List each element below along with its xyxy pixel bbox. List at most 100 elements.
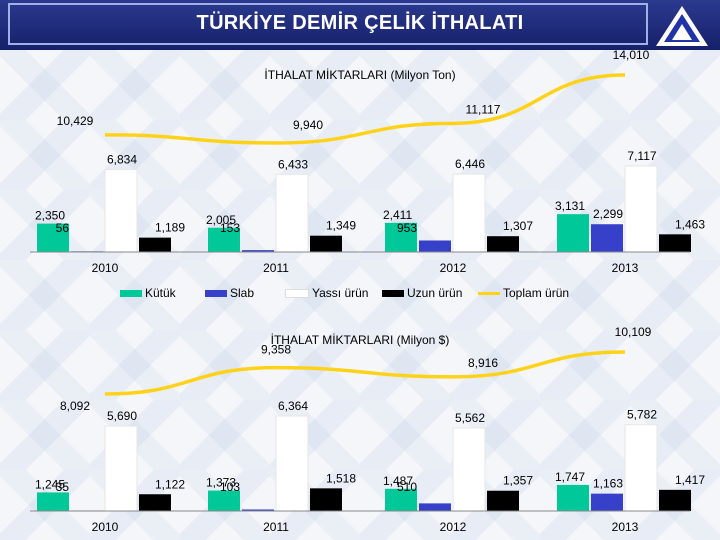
legend-label: Uzun ürün <box>407 286 463 300</box>
bar-uzun-2012 <box>487 236 519 252</box>
data-label: 1,357 <box>503 474 533 488</box>
bar-uzun-2012 <box>487 490 519 511</box>
bar-slab-2013 <box>591 493 623 511</box>
total-label: 11,117 <box>466 102 501 116</box>
data-label: 6,834 <box>107 152 137 166</box>
legend-item-kutuk: Kütük <box>120 286 176 300</box>
data-label: 1,747 <box>555 470 585 484</box>
x-tick-label: 2013 <box>612 520 639 534</box>
data-label: 1,122 <box>155 477 185 491</box>
data-label: 6,446 <box>455 157 485 171</box>
bar-slab-2012 <box>419 503 451 511</box>
header-bar: TÜRKİYE DEMİR ÇELİK İTHALATI <box>0 0 720 50</box>
x-tick-label: 2012 <box>440 520 467 534</box>
data-label: 2,005 <box>206 213 236 227</box>
data-label: 1,518 <box>326 471 356 485</box>
bar-uzun-2013 <box>659 234 691 252</box>
bar-yassi-2013 <box>624 165 658 253</box>
data-label: 35 <box>56 480 70 494</box>
bar-kutuk-2013 <box>557 484 589 511</box>
bar-yassi-2010 <box>104 425 138 512</box>
data-label: 953 <box>397 221 417 235</box>
legend-swatch <box>382 290 404 298</box>
bar-slab-2013 <box>591 224 623 252</box>
bar-kutuk-2012 <box>385 222 417 252</box>
bar-kutuk-2012 <box>385 488 417 511</box>
data-label: 2,299 <box>593 207 623 221</box>
data-label: 153 <box>220 221 240 235</box>
x-tick-label: 2013 <box>612 261 639 275</box>
data-label: 103 <box>220 480 240 494</box>
data-label: 5,690 <box>107 409 137 423</box>
data-label: 1,189 <box>155 221 185 235</box>
bar-kutuk-2010 <box>37 223 69 252</box>
total-label: 9,358 <box>261 343 291 357</box>
bar-yassi-2013 <box>624 424 658 512</box>
legend-label: Toplam ürün <box>503 286 570 300</box>
total-line <box>104 350 626 396</box>
total-label: 9,940 <box>293 118 323 132</box>
total-label: 8,916 <box>468 356 498 370</box>
data-label: 1,307 <box>503 219 533 233</box>
bar-kutuk-2011 <box>208 227 240 252</box>
data-label: 1,417 <box>675 473 705 487</box>
data-label: 3,131 <box>555 199 585 213</box>
bar-uzun-2010 <box>139 494 171 511</box>
total-line <box>104 73 626 145</box>
bar-yassi-2011 <box>275 173 309 253</box>
bar-uzun-2011 <box>310 235 342 252</box>
bar-slab-2012 <box>419 240 451 252</box>
total-label: 14,010 <box>613 48 650 62</box>
bar-slab-2011 <box>242 509 274 511</box>
bar-uzun-2011 <box>310 488 342 511</box>
bar-kutuk-2013 <box>557 214 589 252</box>
data-label: 2,350 <box>35 209 65 223</box>
bar-kutuk-2010 <box>37 492 69 511</box>
x-tick-label: 2011 <box>263 261 289 275</box>
data-label: 510 <box>397 480 417 494</box>
x-tick-label: 2010 <box>92 520 119 534</box>
legend-swatch <box>120 290 142 298</box>
bar-yassi-2012 <box>452 427 486 512</box>
bar-yassi-2010 <box>104 168 138 253</box>
bar-yassi-2012 <box>452 173 486 253</box>
x-tick-label: 2011 <box>263 520 289 534</box>
bar-uzun-2010 <box>139 237 171 252</box>
data-label: 1,163 <box>593 477 623 491</box>
data-label: 56 <box>56 221 70 235</box>
header-frame <box>8 3 648 45</box>
x-tick-label: 2010 <box>92 261 119 275</box>
triangle-a-logo-icon <box>656 6 708 46</box>
data-label: 1,373 <box>206 476 236 490</box>
total-label: 10,109 <box>615 325 652 339</box>
data-label: 5,782 <box>627 408 657 422</box>
legend-label: Yassı ürün <box>312 286 369 300</box>
tonnage-chart: İTHALAT MİKTARLARI (Milyon Ton) 2,350 56 6… <box>0 48 720 305</box>
data-label: 2,411 <box>383 208 412 222</box>
data-label: 1,349 <box>326 219 356 233</box>
chart-title: İTHALAT MİKTARLARI (Milyon Ton) <box>264 68 456 82</box>
bar-uzun-2013 <box>659 489 691 511</box>
legend-item-slab: Slab <box>205 286 254 300</box>
legend-item-toplam: Toplam ürün <box>478 286 569 300</box>
legend-label: Slab <box>230 286 255 300</box>
legend-label: Kütük <box>145 286 176 300</box>
value-chart: İTHALAT MİKTARLARI (Milyon $) 1,245 35 5,6… <box>0 320 720 540</box>
data-label: 1,487 <box>383 474 413 488</box>
chart-title: İTHALAT MİKTARLARI (Milyon $) <box>270 333 450 347</box>
total-label: 10,429 <box>57 114 94 128</box>
data-label: 1,245 <box>35 477 65 491</box>
legend-item-yassi: Yassı ürün <box>285 286 368 300</box>
legend-swatch <box>478 292 500 296</box>
legend-swatch <box>285 289 309 299</box>
legend-swatch <box>205 290 227 298</box>
page-title: TÜRKİYE DEMİR ÇELİK İTHALATI <box>196 12 524 34</box>
bar-yassi-2011 <box>275 415 309 512</box>
total-label: 8,092 <box>60 399 90 413</box>
x-tick-label: 2012 <box>440 261 467 275</box>
data-label: 6,364 <box>278 399 308 413</box>
legend-item-uzun: Uzun ürün <box>382 286 462 300</box>
data-label: 5,562 <box>455 411 485 425</box>
